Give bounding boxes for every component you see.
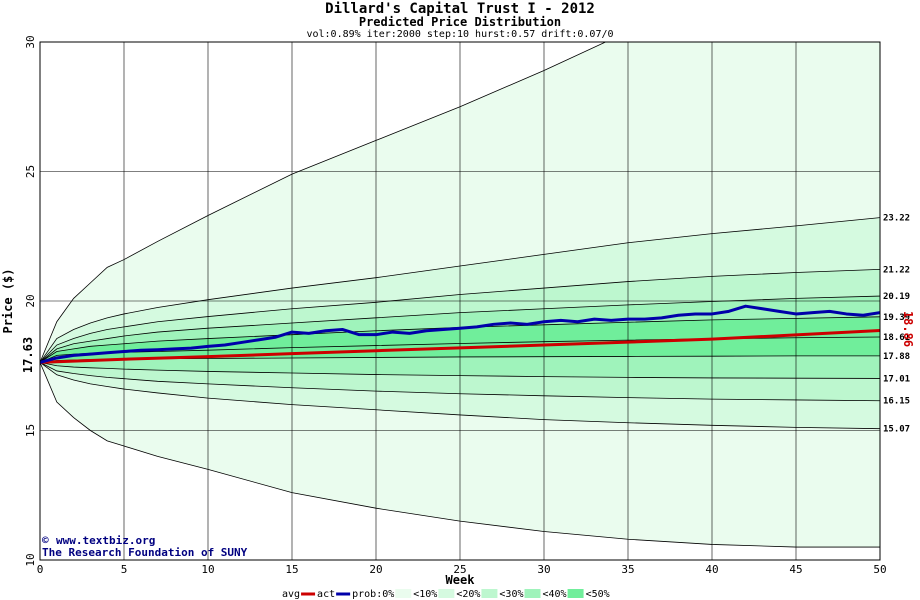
credit-block: © www.textbiz.org The Research Foundatio… <box>42 534 248 559</box>
curve-outer-lower <box>40 362 880 548</box>
x-axis-ticks: 0 5 10 15 20 25 30 35 40 45 50 <box>37 563 887 576</box>
y-axis-label: Price ($) <box>1 268 15 333</box>
x-tick-label: 30 <box>537 563 550 576</box>
y-tick-label: 15 <box>24 424 37 437</box>
curve-outer-upper <box>40 42 607 363</box>
y-tick-label: 20 <box>24 294 37 307</box>
end-label: 23.22 <box>883 214 910 224</box>
legend-label: prob:0% <box>352 589 394 600</box>
end-label: 19.39 <box>883 313 910 323</box>
credit-organization: The Research Foundation of SUNY <box>42 546 248 559</box>
chart-title: Dillard's Capital Trust I - 2012 <box>325 1 595 17</box>
legend-label: <20% <box>456 589 480 600</box>
x-tick-label: 10 <box>201 563 214 576</box>
legend-label: <50% <box>586 589 610 600</box>
x-axis-label: Week <box>446 573 476 587</box>
legend-swatch-band <box>438 589 455 598</box>
series-line-avg <box>40 329 880 364</box>
y-tick-label: 25 <box>24 165 37 178</box>
plot-border <box>39 41 881 561</box>
end-actual-price-label: 18.86 <box>901 311 915 347</box>
end-label: 17.88 <box>883 352 910 362</box>
end-label: 15.07 <box>883 425 910 435</box>
price-series <box>40 304 880 364</box>
y-tick-label: 30 <box>24 35 37 48</box>
copyright-icon: © <box>42 534 49 547</box>
y-axis-ticks: 10 15 20 25 30 <box>24 35 37 566</box>
y-tick-label: 10 <box>24 553 37 566</box>
credit-url: www.textbiz.org <box>56 534 155 547</box>
chart-parameters: vol:0.89% iter:2000 step:10 hurst:0.57 d… <box>306 29 613 40</box>
legend-label: <40% <box>543 589 567 600</box>
chart-legend: avg act prob:0% <10% <20% <30% <40% <50% <box>282 589 610 600</box>
legend-label: act <box>317 589 335 600</box>
legend-swatch-band <box>395 589 412 598</box>
chart-subtitle: Predicted Price Distribution <box>359 15 561 29</box>
band-upper-2 <box>40 296 880 363</box>
end-label: 17.01 <box>883 374 910 384</box>
x-tick-label: 20 <box>369 563 382 576</box>
legend-label: <10% <box>413 589 437 600</box>
end-label: 16.15 <box>883 397 910 407</box>
curve-lower-2 <box>40 361 880 379</box>
legend-swatch-band <box>567 589 584 598</box>
curve-upper-4 <box>40 217 880 363</box>
curve-lower-4 <box>40 362 880 430</box>
x-tick-label: 50 <box>873 563 886 576</box>
start-price-label: 17.63 <box>21 337 35 373</box>
x-tick-label: 15 <box>285 563 298 576</box>
x-tick-label: 5 <box>121 563 128 576</box>
legend-swatch-band <box>481 589 498 598</box>
plot-frame <box>39 41 881 561</box>
x-tick-label: 40 <box>705 563 718 576</box>
series-line-act <box>40 304 880 364</box>
band-end-labels: 23.22 21.22 20.19 19.39 18.61 17.88 17.01 16.15… <box>883 214 910 435</box>
curve-upper-1 <box>40 316 880 363</box>
legend-label: <30% <box>499 589 523 600</box>
end-label: 18.61 <box>883 333 910 343</box>
legend-label: avg <box>282 589 300 600</box>
curve-lower-3 <box>40 362 880 402</box>
curve-upper-3 <box>40 269 880 363</box>
grid-lines <box>40 42 880 560</box>
x-tick-label: 25 <box>453 563 466 576</box>
legend-swatch-band <box>524 589 541 598</box>
x-tick-label: 45 <box>789 563 802 576</box>
curve-upper-2 <box>40 295 880 363</box>
end-label: 20.19 <box>883 292 910 302</box>
end-label: 21.22 <box>883 265 910 275</box>
x-tick-label: 35 <box>621 563 634 576</box>
x-tick-label: 0 <box>37 563 44 576</box>
band-upper-3 <box>40 269 880 363</box>
